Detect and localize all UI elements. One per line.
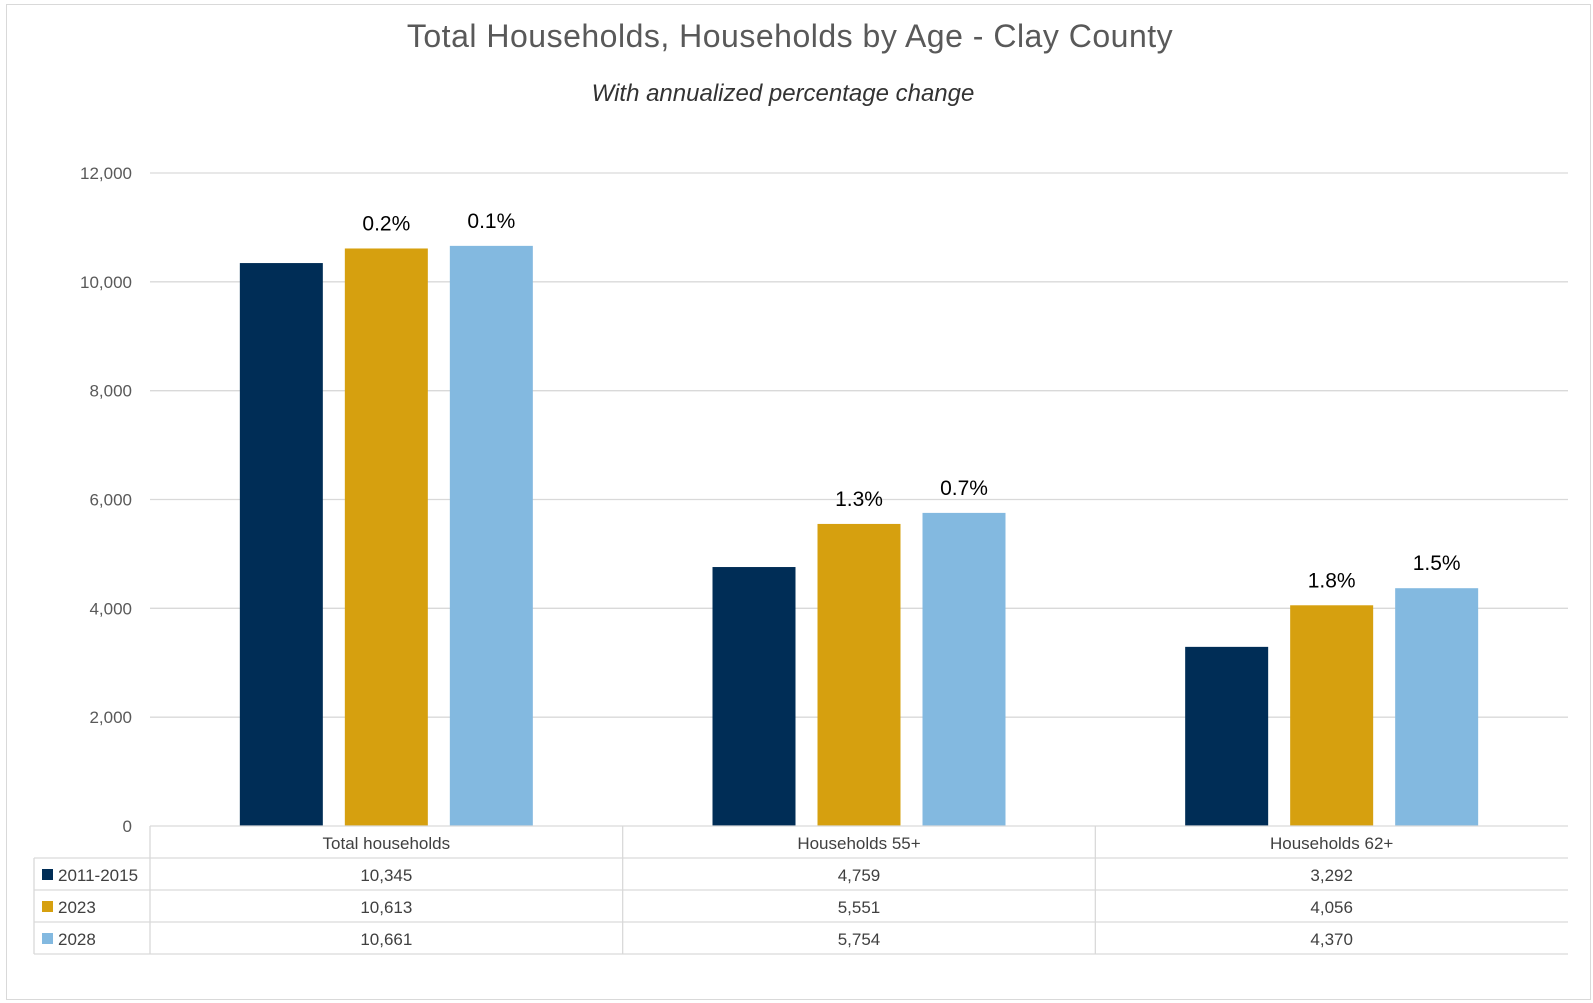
table-cell: 10,345: [360, 866, 412, 885]
table-cell: 10,613: [360, 898, 412, 917]
y-tick-label: 0: [123, 817, 132, 836]
table-cell: 4,370: [1310, 930, 1353, 949]
bar: [922, 512, 1006, 826]
table-cell: 10,661: [360, 930, 412, 949]
y-tick-label: 6,000: [89, 491, 132, 510]
y-tick-label: 10,000: [80, 273, 132, 292]
bar: [239, 263, 323, 826]
table-cell: 5,551: [838, 898, 881, 917]
legend-label: 2028: [58, 930, 96, 949]
legend-label: 2011-2015: [58, 866, 138, 885]
legend-swatch: [42, 869, 53, 880]
bar-data-label: 0.7%: [940, 477, 988, 500]
bar-data-label: 0.2%: [362, 212, 410, 235]
bar-data-label: 1.3%: [835, 488, 883, 511]
y-axis: 0 2,000 4,000 6,000 8,000 10,000 12,000: [80, 164, 132, 836]
bar: [449, 245, 533, 827]
y-tick-label: 8,000: [89, 382, 132, 401]
bar: [712, 567, 796, 826]
bar: [1185, 646, 1269, 826]
bar: [344, 248, 428, 826]
bar-data-label: 0.1%: [467, 210, 515, 233]
chart-subtitle: With annualized percentage change: [591, 80, 975, 107]
legend-label: 2023: [58, 898, 96, 917]
bar: [1290, 605, 1374, 826]
table-cell: 4,056: [1310, 898, 1353, 917]
table-cell: 5,754: [838, 930, 881, 949]
y-tick-label: 2,000: [89, 708, 132, 727]
category-label: Households 55+: [797, 834, 920, 853]
table-cell: 4,759: [838, 866, 881, 885]
y-tick-label: 4,000: [89, 599, 132, 618]
bar: [817, 523, 901, 826]
data-table: Total households Households 55+ Households…: [33, 825, 1568, 955]
bar-data-label: 1.5%: [1413, 552, 1461, 575]
bar: [1395, 588, 1479, 826]
bar-data-label: 1.8%: [1308, 569, 1356, 592]
table-cell: 3,292: [1310, 866, 1353, 885]
legend-swatch: [42, 901, 53, 912]
legend-swatch: [42, 933, 53, 944]
category-label: Households 62+: [1270, 834, 1393, 853]
category-label: Total households: [323, 834, 451, 853]
bars: [239, 245, 1479, 827]
y-tick-label: 12,000: [80, 164, 132, 183]
data-labels: 0.2% 0.1% 1.3% 0.7% 1.8% 1.5%: [362, 210, 1460, 592]
chart-title: Total Households, Households by Age - Cl…: [406, 18, 1174, 54]
